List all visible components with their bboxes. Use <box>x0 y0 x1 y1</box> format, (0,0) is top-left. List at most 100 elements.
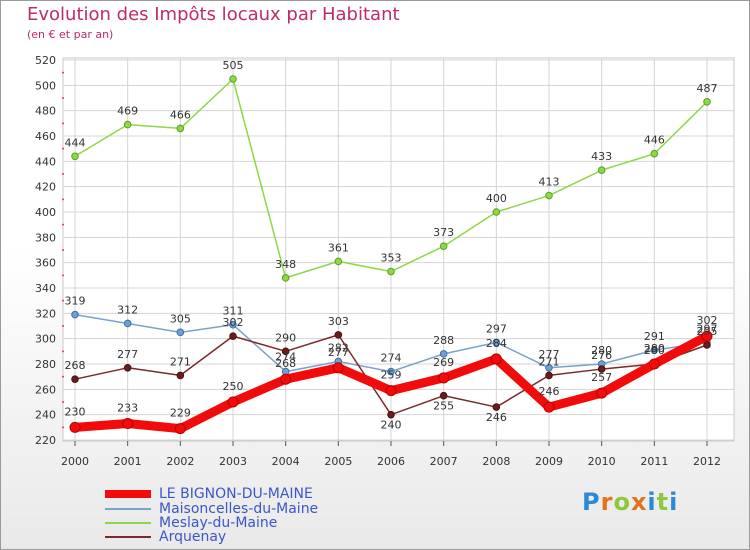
data-label-arquenay: 271 <box>539 355 560 368</box>
data-point-arquenay <box>123 364 132 372</box>
data-label-arquenay: 277 <box>117 348 138 361</box>
data-label-maisoncelles-du-maine: 274 <box>275 351 296 364</box>
x-tick-label: 2009 <box>535 455 563 468</box>
data-point-meslay-du-maine <box>123 120 132 129</box>
logo-letter: P <box>582 488 601 516</box>
legend-label-maisoncelles: Maisoncelles-du-Maine <box>159 501 319 517</box>
data-label-le-bignon-du-maine: 250 <box>223 380 244 393</box>
data-label-le-bignon-du-maine: 284 <box>486 337 507 350</box>
data-label-meslay-du-maine: 361 <box>328 241 349 254</box>
data-point-maisoncelles-du-maine <box>71 310 79 319</box>
data-label-le-bignon-du-maine: 280 <box>644 342 665 355</box>
legend-swatch-le-bignon <box>105 490 151 498</box>
data-point-maisoncelles-du-maine <box>439 350 448 358</box>
data-label-arquenay: 302 <box>223 316 244 329</box>
y-minor-tick <box>62 173 64 175</box>
data-label-meslay-du-maine: 433 <box>591 150 612 163</box>
data-label-maisoncelles-du-maine: 312 <box>117 303 138 316</box>
x-tick-label: 2003 <box>219 455 247 468</box>
data-point-arquenay <box>545 371 553 380</box>
x-tick-label: 2004 <box>272 455 300 468</box>
data-point-le-bignon-du-maine <box>280 373 292 385</box>
logo-letter: t <box>656 488 670 516</box>
data-point-meslay-du-maine <box>176 124 185 133</box>
y-tick-label: 440 <box>35 155 56 168</box>
x-tick-label: 2007 <box>430 455 458 468</box>
data-point-meslay-du-maine <box>597 166 606 174</box>
data-label-meslay-du-maine: 469 <box>117 105 138 118</box>
data-label-maisoncelles-du-maine: 291 <box>644 330 665 343</box>
data-point-le-bignon-du-maine <box>596 387 608 399</box>
proxiti-logo: Proxiti <box>582 488 678 516</box>
data-label-meslay-du-maine: 505 <box>223 59 244 72</box>
data-point-arquenay <box>71 375 79 384</box>
data-point-maisoncelles-du-maine <box>123 319 132 328</box>
y-tick-label: 320 <box>35 307 56 320</box>
data-label-maisoncelles-du-maine: 297 <box>486 322 507 335</box>
logo-letter: x <box>630 488 648 516</box>
data-label-maisoncelles-du-maine: 305 <box>170 312 191 325</box>
x-tick-label: 2008 <box>482 455 510 468</box>
data-label-meslay-du-maine: 413 <box>539 176 560 189</box>
data-point-maisoncelles-du-maine <box>387 367 395 376</box>
data-point-le-bignon-du-maine <box>332 362 344 374</box>
data-label-meslay-du-maine: 446 <box>644 134 665 147</box>
y-tick-label: 380 <box>35 231 56 244</box>
y-tick-label: 420 <box>35 181 56 194</box>
data-label-le-bignon-du-maine: 259 <box>381 369 402 382</box>
data-label-arquenay: 240 <box>381 419 402 432</box>
data-point-arquenay <box>176 371 185 380</box>
y-minor-tick <box>62 274 64 277</box>
data-label-arquenay: 246 <box>486 411 507 424</box>
data-label-arquenay: 268 <box>65 359 86 372</box>
data-point-meslay-du-maine <box>229 75 237 83</box>
chart-title: Evolution des Impôts locaux par Habitant <box>27 4 400 25</box>
y-tick-label: 280 <box>35 358 56 371</box>
data-label-le-bignon-du-maine: 246 <box>539 385 560 398</box>
data-label-maisoncelles-du-maine: 274 <box>381 352 402 365</box>
data-label-arquenay: 276 <box>591 349 612 362</box>
y-tick-label: 360 <box>35 257 56 270</box>
x-tick-label: 2006 <box>377 455 405 468</box>
data-label-le-bignon-du-maine: 268 <box>275 357 296 370</box>
data-point-maisoncelles-du-maine <box>545 364 553 372</box>
x-tick-label: 2012 <box>693 455 721 468</box>
y-minor-tick <box>62 198 64 201</box>
data-label-meslay-du-maine: 487 <box>697 82 718 95</box>
data-label-arquenay: 255 <box>433 400 454 413</box>
y-minor-tick <box>62 147 64 150</box>
data-point-arquenay <box>281 347 290 356</box>
legend-item-le-bignon: LE BIGNON-DU-MAINE <box>105 486 313 502</box>
legend-item-maisoncelles: Maisoncelles-du-Maine <box>105 501 319 517</box>
y-minor-tick <box>62 223 64 226</box>
y-tick-label: 400 <box>35 206 56 219</box>
data-point-le-bignon-du-maine <box>543 401 555 413</box>
x-tick-label: 2002 <box>166 455 194 468</box>
y-tick-label: 300 <box>35 333 56 346</box>
data-point-arquenay <box>334 331 343 339</box>
y-tick-label: 480 <box>35 105 56 118</box>
x-tick-label: 2010 <box>588 455 616 468</box>
data-label-meslay-du-maine: 353 <box>381 252 402 265</box>
y-minor-tick <box>62 122 64 125</box>
data-label-le-bignon-du-maine: 230 <box>65 405 86 418</box>
data-point-maisoncelles-du-maine <box>492 338 501 347</box>
data-point-le-bignon-du-maine <box>174 423 186 435</box>
legend-item-arquenay: Arquenay <box>105 529 227 545</box>
x-tick-label: 2001 <box>114 455 142 468</box>
data-label-le-bignon-du-maine: 302 <box>697 314 718 327</box>
legend-label-arquenay: Arquenay <box>159 529 227 545</box>
data-label-le-bignon-du-maine: 269 <box>433 356 454 369</box>
data-point-meslay-du-maine <box>71 152 79 161</box>
data-label-meslay-du-maine: 444 <box>65 136 86 149</box>
axes: 220 240 260 280 300 320 340 360 380 400 420 440 460 4… <box>35 54 721 468</box>
data-label-arquenay: 280 <box>644 344 665 357</box>
data-point-meslay-du-maine <box>387 267 395 276</box>
data-point-meslay-du-maine <box>545 191 553 200</box>
series-lines <box>69 75 713 435</box>
y-tick-label: 220 <box>35 434 56 447</box>
data-point-arquenay <box>439 391 448 400</box>
data-point-arquenay <box>492 403 501 411</box>
legend-label-le-bignon: LE BIGNON-DU-MAINE <box>159 486 313 502</box>
